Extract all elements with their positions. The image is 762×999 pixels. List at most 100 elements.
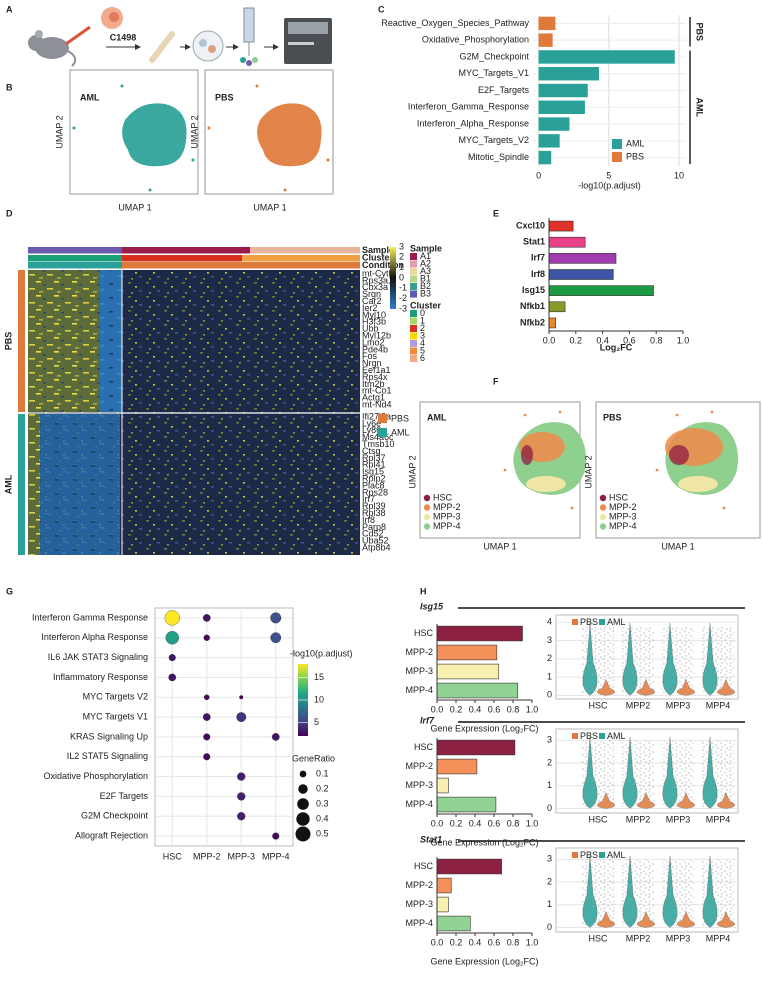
y-tick-label: 4 (547, 617, 552, 627)
x-tick-label: 1.0 (526, 937, 539, 947)
x-tick-label: 0.6 (623, 335, 636, 345)
row-label: Oxidative Phosphorylation (43, 771, 148, 781)
x-tick-label: 0.8 (507, 704, 520, 714)
violin (622, 622, 638, 696)
dot (164, 610, 180, 626)
legend-label: PBS (580, 850, 598, 860)
umap-cloud (521, 445, 533, 465)
size-key-label: 0.2 (316, 783, 329, 793)
group-bar (18, 414, 25, 555)
category-label: HSC (414, 628, 434, 638)
dot (168, 673, 177, 682)
legend-label: B2 (420, 281, 431, 291)
gene-label: mt-Nd4 (362, 399, 392, 409)
gene-label: Rps4x (362, 372, 388, 382)
umap-panel-title: PBS (603, 412, 622, 422)
row-label: Inflammatory Response (53, 672, 148, 682)
legend-swatch (410, 268, 417, 275)
legend-swatch (410, 325, 417, 332)
category-label: MPP-4 (405, 918, 433, 928)
gene-title: Irf7 (420, 715, 435, 725)
y-tick-label: 0 (547, 690, 552, 700)
colorbar-tick-label: 2 (399, 252, 404, 262)
gene-label: Uba52 (362, 536, 389, 546)
legend-label: AML (626, 138, 645, 148)
dot (203, 753, 211, 761)
category-label: MPP-2 (405, 647, 433, 657)
dot (236, 712, 247, 722)
group-bracket-label: PBS (695, 23, 705, 42)
legend-swatch (410, 355, 417, 362)
row-label: Interferon Gamma Response (32, 612, 148, 622)
x-tick-label: MPP2 (626, 700, 651, 710)
category-label: HSC (414, 742, 434, 752)
dot (237, 812, 246, 821)
gene-label: Srgn (362, 289, 381, 299)
legend-label: HSC (609, 492, 629, 502)
panel-label: F (493, 376, 499, 386)
y-tick-label: 1 (547, 780, 552, 790)
legend-swatch (410, 332, 417, 340)
x-axis-title: Gene Expression (Log₂FC) (430, 956, 538, 966)
condition-key (378, 428, 387, 437)
umap-x-label: UMAP 1 (661, 541, 694, 551)
legend-dot (423, 504, 431, 511)
gene-label: Rps3a1 (362, 275, 393, 285)
colorbar-tick-label: -2 (399, 293, 407, 303)
bar (538, 134, 560, 148)
category-label: MPP-3 (405, 899, 433, 909)
x-tick-label: 0.4 (469, 937, 482, 947)
x-tick-label: HSC (163, 851, 183, 861)
y-tick-label: 3 (547, 735, 552, 745)
dot (202, 713, 211, 721)
category-label: Stat1 (523, 237, 545, 247)
sorted-drop (252, 57, 258, 63)
y-tick-label: 1 (547, 899, 552, 909)
dot (272, 832, 280, 840)
bar (538, 100, 585, 114)
condition-key (378, 414, 387, 423)
legend-label: A1 (420, 251, 431, 261)
violin (637, 791, 655, 809)
colorbar-tick-label: -3 (399, 303, 407, 313)
gene-title: Stat1 (420, 834, 442, 844)
violin (622, 736, 638, 809)
size-key-label: 0.1 (316, 768, 329, 778)
sequencer-slot (288, 42, 314, 45)
annotation-bar (28, 255, 122, 262)
violin (717, 791, 735, 809)
x-tick-label: 0.2 (450, 818, 463, 828)
panel-label: B (6, 82, 13, 92)
umap-x-label: UMAP 1 (253, 202, 286, 212)
umap-outlier (255, 84, 259, 88)
bar (538, 83, 588, 98)
dot (270, 632, 282, 644)
y-tick-label: 1 (547, 671, 552, 681)
bar (436, 915, 471, 932)
x-tick-label: 0.0 (431, 937, 444, 947)
y-tick-label: 0 (547, 922, 552, 932)
gene-label: Rpl41 (362, 460, 386, 470)
x-tick-label: HSC (588, 933, 608, 943)
legend-dot (599, 504, 607, 511)
umap-y-label: UMAP 2 (189, 115, 199, 148)
legend-title: Cluster (410, 300, 442, 310)
x-tick-label: 1.0 (677, 335, 690, 345)
bar (436, 663, 500, 680)
legend-title: Sample (410, 243, 442, 253)
dot (202, 614, 211, 622)
dot (168, 654, 176, 662)
gene-label: Rplp2 (362, 473, 386, 483)
sorted-drop (246, 60, 252, 66)
gene-label: Isg15 (362, 467, 384, 477)
umap-outlier (655, 468, 659, 472)
treatment-label: C1498 (110, 32, 137, 42)
bar (548, 220, 574, 232)
dot (237, 792, 246, 801)
legend-swatch (410, 253, 417, 260)
cell-nucleus (109, 12, 119, 22)
bar (548, 236, 586, 248)
x-tick-label: MPP-3 (227, 851, 255, 861)
